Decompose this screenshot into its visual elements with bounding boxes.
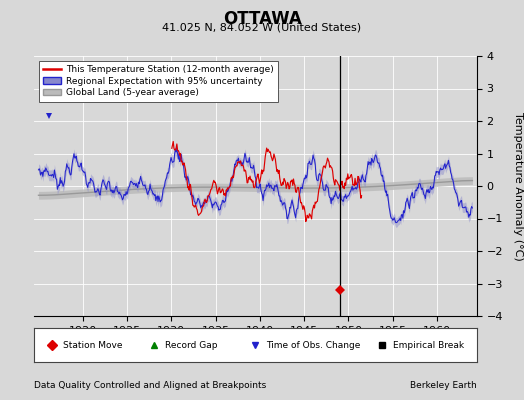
Text: Data Quality Controlled and Aligned at Breakpoints: Data Quality Controlled and Aligned at B… <box>34 381 266 390</box>
Text: Berkeley Earth: Berkeley Earth <box>410 381 477 390</box>
Text: Time of Obs. Change: Time of Obs. Change <box>267 340 361 350</box>
Text: Station Move: Station Move <box>63 340 122 350</box>
Text: Empirical Break: Empirical Break <box>392 340 464 350</box>
Text: 41.025 N, 84.052 W (United States): 41.025 N, 84.052 W (United States) <box>162 22 362 32</box>
Text: OTTAWA: OTTAWA <box>223 10 301 28</box>
Y-axis label: Temperature Anomaly (°C): Temperature Anomaly (°C) <box>512 112 522 260</box>
Text: Record Gap: Record Gap <box>165 340 217 350</box>
Legend: This Temperature Station (12-month average), Regional Expectation with 95% uncer: This Temperature Station (12-month avera… <box>39 60 278 102</box>
